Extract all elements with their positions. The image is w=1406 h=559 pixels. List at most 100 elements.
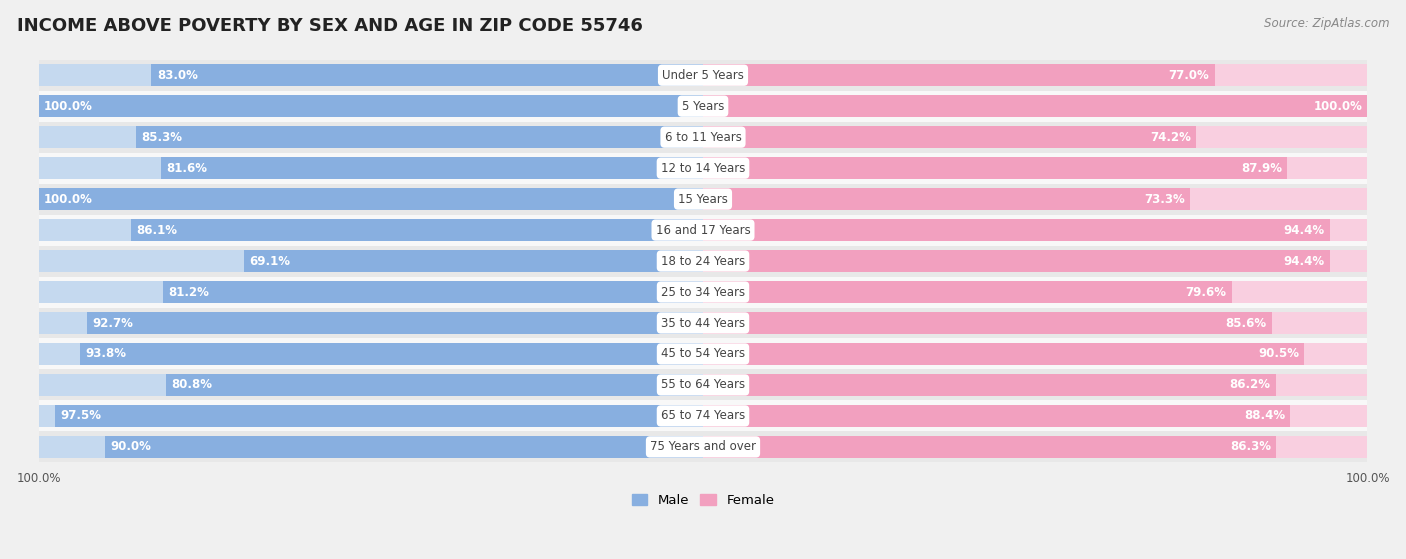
Bar [80,343,703,365]
Text: INCOME ABOVE POVERTY BY SEX AND AGE IN ZIP CODE 55746: INCOME ABOVE POVERTY BY SEX AND AGE IN Z… [17,17,643,35]
Text: 85.6%: 85.6% [1226,316,1267,329]
Bar [38,91,1368,122]
Text: 81.6%: 81.6% [166,162,207,174]
Bar [38,343,703,365]
Bar [38,157,703,179]
Text: 25 to 34 Years: 25 to 34 Years [661,286,745,299]
Bar [703,312,1368,334]
Bar [703,219,1368,241]
Bar [703,219,1330,241]
Text: 86.1%: 86.1% [136,224,177,236]
Text: 81.2%: 81.2% [169,286,209,299]
Bar [38,188,703,210]
Text: 18 to 24 Years: 18 to 24 Years [661,254,745,268]
Bar [38,215,1368,245]
Bar [38,153,1368,183]
Text: 92.7%: 92.7% [93,316,134,329]
Bar [703,250,1330,272]
Bar [163,281,703,303]
Bar [703,188,1368,210]
Bar [136,126,703,148]
Bar [703,157,1368,179]
Text: 93.8%: 93.8% [84,348,127,361]
Bar [87,312,703,334]
Bar [131,219,703,241]
Text: 69.1%: 69.1% [249,254,290,268]
Text: 73.3%: 73.3% [1144,193,1185,206]
Bar [38,64,703,86]
Bar [38,95,703,117]
Bar [703,157,1286,179]
Bar [38,219,703,241]
Bar [105,436,703,458]
Text: 55 to 64 Years: 55 to 64 Years [661,378,745,391]
Bar [703,64,1368,86]
Bar [703,312,1272,334]
Text: Source: ZipAtlas.com: Source: ZipAtlas.com [1264,17,1389,30]
Bar [703,374,1275,396]
Text: 100.0%: 100.0% [44,193,93,206]
Bar [38,250,703,272]
Bar [703,436,1277,458]
Bar [703,405,1368,427]
Text: Under 5 Years: Under 5 Years [662,69,744,82]
Bar [703,405,1291,427]
Bar [38,339,1368,369]
Bar [703,374,1368,396]
Legend: Male, Female: Male, Female [626,489,780,512]
Bar [703,126,1197,148]
Text: 35 to 44 Years: 35 to 44 Years [661,316,745,329]
Text: 45 to 54 Years: 45 to 54 Years [661,348,745,361]
Text: 94.4%: 94.4% [1284,224,1324,236]
Bar [38,245,1368,277]
Text: 90.0%: 90.0% [110,440,150,453]
Bar [703,343,1305,365]
Text: 5 Years: 5 Years [682,100,724,113]
Bar [38,312,703,334]
Text: 80.8%: 80.8% [172,378,212,391]
Bar [38,183,1368,215]
Bar [38,307,1368,339]
Bar [703,343,1368,365]
Bar [55,405,703,427]
Text: 65 to 74 Years: 65 to 74 Years [661,409,745,423]
Bar [38,60,1368,91]
Text: 83.0%: 83.0% [157,69,198,82]
Text: 94.4%: 94.4% [1284,254,1324,268]
Bar [703,126,1368,148]
Bar [38,405,703,427]
Bar [38,374,703,396]
Bar [38,188,703,210]
Bar [703,250,1368,272]
Bar [152,64,703,86]
Bar [38,95,703,117]
Text: 15 Years: 15 Years [678,193,728,206]
Bar [243,250,703,272]
Text: 85.3%: 85.3% [142,131,183,144]
Bar [38,400,1368,432]
Bar [38,277,1368,307]
Bar [703,64,1215,86]
Text: 100.0%: 100.0% [1313,100,1362,113]
Bar [703,281,1368,303]
Bar [703,188,1189,210]
Text: 88.4%: 88.4% [1244,409,1285,423]
Text: 16 and 17 Years: 16 and 17 Years [655,224,751,236]
Text: 6 to 11 Years: 6 to 11 Years [665,131,741,144]
Text: 87.9%: 87.9% [1240,162,1282,174]
Text: 100.0%: 100.0% [44,100,93,113]
Text: 74.2%: 74.2% [1150,131,1191,144]
Bar [703,95,1368,117]
Bar [38,432,1368,462]
Bar [38,122,1368,153]
Bar [38,126,703,148]
Bar [703,281,1232,303]
Bar [38,369,1368,400]
Text: 97.5%: 97.5% [60,409,101,423]
Text: 86.3%: 86.3% [1230,440,1271,453]
Text: 12 to 14 Years: 12 to 14 Years [661,162,745,174]
Bar [703,436,1368,458]
Text: 86.2%: 86.2% [1229,378,1271,391]
Bar [38,436,703,458]
Bar [703,95,1368,117]
